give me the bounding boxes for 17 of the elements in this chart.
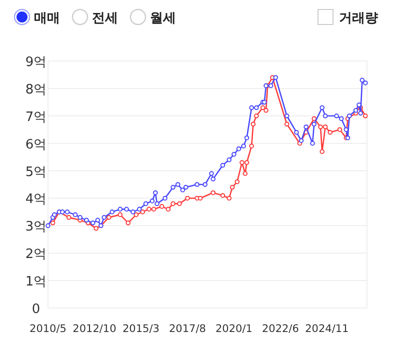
x-tick-label: 2020/1 (215, 323, 252, 335)
x-tick-label: 2017/8 (168, 323, 206, 335)
y-tick-label: 6억 (25, 137, 47, 152)
x-tick-label: 2010/5 (30, 323, 66, 335)
x-tick-label: 2012/10 (72, 323, 116, 335)
x-tick-label: 2024/11 (305, 323, 349, 335)
x-tick-label: 2015/3 (122, 323, 160, 335)
y-tick-label: 1억 (25, 274, 47, 290)
y-tick-label: 7억 (25, 110, 47, 125)
y-tick-label: 5억 (25, 164, 47, 180)
y-tick-label: 4억 (25, 192, 47, 208)
y-tick-label: 3억 (25, 220, 47, 235)
y-tick-label: 0 (32, 302, 40, 317)
x-tick-label: 2022/6 (262, 323, 300, 335)
y-tick-label: 9억 (25, 55, 47, 70)
y-tick-label: 8억 (25, 82, 47, 98)
y-tick-label: 2억 (25, 247, 47, 262)
